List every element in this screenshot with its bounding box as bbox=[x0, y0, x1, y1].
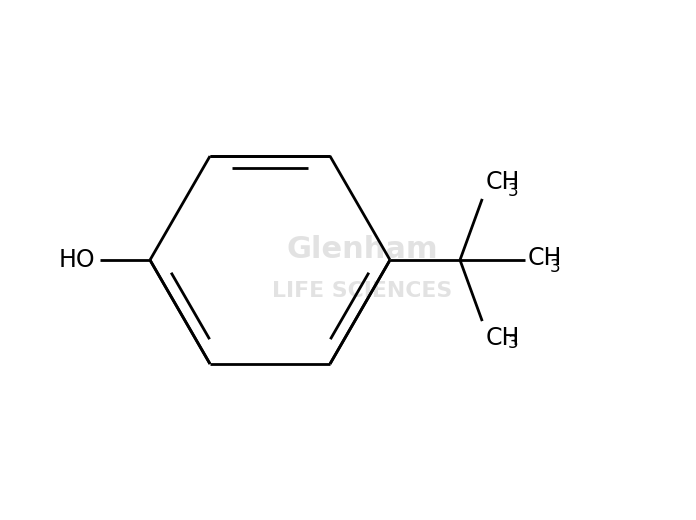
Text: CH: CH bbox=[485, 326, 520, 350]
Text: CH: CH bbox=[485, 170, 520, 194]
Text: CH: CH bbox=[528, 246, 562, 270]
Text: 3: 3 bbox=[507, 182, 518, 200]
Text: 3: 3 bbox=[550, 258, 560, 276]
Text: Glenham: Glenham bbox=[286, 235, 438, 264]
Text: LIFE SCIENCES: LIFE SCIENCES bbox=[272, 281, 452, 301]
Text: 3: 3 bbox=[507, 334, 518, 352]
Text: HO: HO bbox=[58, 248, 95, 272]
